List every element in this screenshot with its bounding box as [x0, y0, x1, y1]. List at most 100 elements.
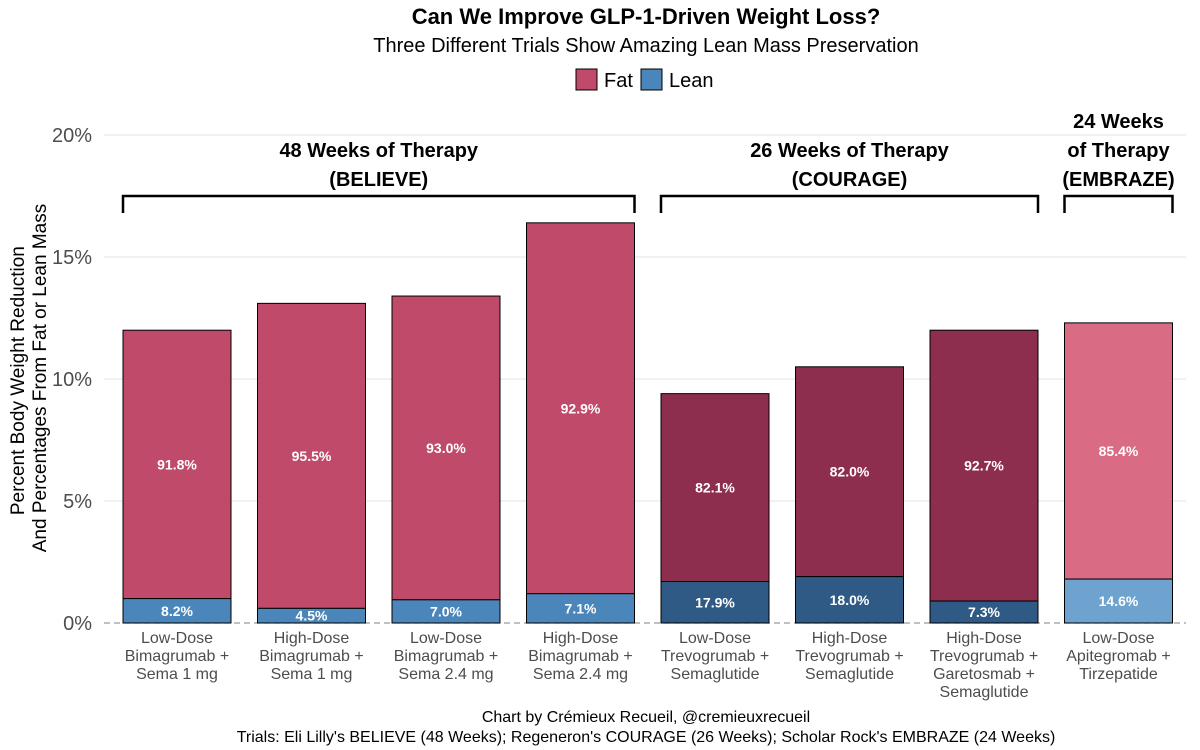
- bar-label-fat: 92.9%: [561, 400, 601, 416]
- group-label-line: of Therapy: [1067, 140, 1170, 162]
- bar-label-lean: 18.0%: [830, 592, 870, 608]
- bar-label-fat: 93.0%: [426, 440, 466, 456]
- trial-group-brackets: 48 Weeks of Therapy (BELIEVE) 26 Weeks of …: [121, 111, 1175, 213]
- bar-label-fat: 85.4%: [1099, 443, 1139, 459]
- x-tick-label-line: High-Dose: [543, 630, 619, 647]
- x-tick-label: Low-Dose Trevogrumab + Semaglutide: [661, 630, 769, 683]
- group-label-line: 48 Weeks of Therapy: [279, 140, 478, 162]
- bar-fat: [795, 366, 904, 578]
- legend: Fat Lean: [575, 68, 714, 92]
- y-tick-label: 15%: [52, 247, 92, 269]
- x-tick-label-line: High-Dose: [812, 630, 888, 647]
- bar-label-fat: 91.8%: [157, 456, 197, 472]
- bar-fat: [1064, 322, 1173, 580]
- x-tick-label: High-Dose Bimagrumab + Sema 1 mg: [259, 630, 364, 683]
- x-tick-label-line: Low-Dose: [1082, 630, 1154, 647]
- y-axis-label-line-1: Percent Body Weight Reduction: [8, 246, 29, 515]
- bar-label-lean: 8.2%: [161, 603, 193, 619]
- x-tick-label: High-Dose Bimagrumab + Sema 2.4 mg: [528, 630, 633, 683]
- x-tick-label: Low-Dose Bimagrumab + Sema 1 mg: [125, 630, 230, 683]
- x-tick-label-line: Sema 1 mg: [136, 666, 218, 683]
- x-tick-label-line: Tirzepatide: [1079, 666, 1158, 683]
- y-tick-label: 20%: [52, 125, 92, 147]
- bar-label-lean: 14.6%: [1099, 593, 1139, 609]
- y-tick-label: 5%: [63, 491, 92, 513]
- bar-lean: [660, 581, 770, 624]
- bar-lean: [122, 598, 232, 624]
- x-tick-label: Low-Dose Apitegromab + Tirzepatide: [1066, 630, 1171, 683]
- group-bracket: [121, 194, 636, 213]
- x-tick-label-line: Low-Dose: [141, 630, 213, 647]
- x-tick-label-line: Apitegromab +: [1066, 648, 1171, 665]
- x-tick-label-line: Trevogrumab +: [795, 648, 903, 665]
- x-tick-label-line: Low-Dose: [410, 630, 482, 647]
- group-label-line: 26 Weeks of Therapy: [750, 140, 949, 162]
- x-tick-label-line: Low-Dose: [679, 630, 751, 647]
- legend-swatch-fat: [575, 68, 598, 91]
- bar-lean: [257, 607, 366, 624]
- group-label: 48 Weeks of Therapy (BELIEVE): [279, 140, 478, 191]
- legend-label-fat: Fat: [604, 70, 633, 92]
- chart-subtitle: Three Different Trials Show Amazing Lean…: [373, 35, 918, 57]
- y-axis-ticks: 0% 5% 10% 15% 20%: [52, 125, 92, 635]
- x-tick-label-line: High-Dose: [946, 630, 1022, 647]
- bar-label-fat: 92.7%: [964, 458, 1004, 474]
- bars: [122, 222, 1173, 624]
- x-tick-label: Low-Dose Bimagrumab + Sema 2.4 mg: [394, 630, 499, 683]
- bar-fat: [122, 329, 232, 600]
- x-tick-label-line: Semaglutide: [671, 666, 760, 683]
- x-tick-label-line: Sema 2.4 mg: [533, 666, 628, 683]
- x-tick-label-line: Semaglutide: [940, 684, 1029, 701]
- bar-label-lean: 7.3%: [968, 604, 1000, 620]
- x-tick-label-line: Bimagrumab +: [125, 648, 230, 665]
- x-tick-label-line: Semaglutide: [805, 666, 894, 683]
- x-tick-label-line: Garetosmab +: [933, 666, 1035, 683]
- group-bracket: [1063, 194, 1174, 213]
- bar-fat: [257, 302, 366, 609]
- group-label-line: 24 Weeks: [1073, 111, 1164, 133]
- legend-swatch-lean: [640, 68, 663, 91]
- group-label: 24 Weeks of Therapy (EMBRAZE): [1062, 111, 1174, 191]
- y-axis-label: Percent Body Weight Reduction And Percen…: [8, 204, 51, 553]
- group-label-line: (COURAGE): [792, 169, 908, 191]
- group-label-line: (EMBRAZE): [1062, 169, 1174, 191]
- x-tick-label-line: Sema 1 mg: [271, 666, 353, 683]
- x-tick-label-line: Bimagrumab +: [528, 648, 633, 665]
- bar-label-lean: 7.0%: [430, 603, 462, 619]
- bar-label-lean: 4.5%: [296, 608, 328, 624]
- bar-label-lean: 17.9%: [695, 594, 735, 610]
- x-tick-label-line: Trevogrumab +: [661, 648, 769, 665]
- bar-lean: [1064, 578, 1173, 624]
- bar-label-fat: 82.0%: [830, 464, 870, 480]
- legend-label-lean: Lean: [669, 70, 714, 92]
- bar-label-fat: 82.1%: [695, 480, 735, 496]
- y-tick-label: 10%: [52, 369, 92, 391]
- caption-credit: Chart by Crémieux Recueil, @cremieuxrecu…: [482, 709, 810, 726]
- y-tick-label: 0%: [63, 613, 92, 635]
- caption-trials: Trials: Eli Lilly's BELIEVE (48 Weeks); …: [237, 729, 1056, 746]
- bar-fat: [660, 393, 770, 583]
- x-tick-label: High-Dose Trevogrumab + Semaglutide: [795, 630, 903, 683]
- x-tick-label-line: Sema 2.4 mg: [398, 666, 493, 683]
- bar-lean: [929, 600, 1039, 624]
- y-axis-label-line-2: And Percentages From Fat or Lean Mass: [30, 204, 51, 553]
- chart-title: Can We Improve GLP-1-Driven Weight Loss?: [412, 4, 881, 29]
- bar-lean: [391, 599, 501, 624]
- bar-fat: [391, 295, 501, 601]
- x-tick-label-line: Bimagrumab +: [259, 648, 364, 665]
- group-label: 26 Weeks of Therapy (COURAGE): [750, 140, 949, 191]
- x-tick-label-line: High-Dose: [274, 630, 350, 647]
- bar-label-fat: 95.5%: [292, 448, 332, 464]
- bar-fat: [526, 222, 635, 595]
- bar-lean: [526, 593, 635, 624]
- bar-lean: [795, 576, 904, 624]
- group-bracket: [659, 194, 1040, 213]
- x-tick-label-line: Bimagrumab +: [394, 648, 499, 665]
- group-label-line: (BELIEVE): [329, 169, 428, 191]
- x-tick-label: High-Dose Trevogrumab + Garetosmab + Semagl…: [930, 630, 1038, 701]
- bar-label-lean: 7.1%: [565, 600, 597, 616]
- x-tick-label-line: Trevogrumab +: [930, 648, 1038, 665]
- bar-labels: 91.8% 8.2% 95.5% 4.5% 93.0% 7.0% 92.9% 7.1% 82.1…: [157, 400, 1139, 623]
